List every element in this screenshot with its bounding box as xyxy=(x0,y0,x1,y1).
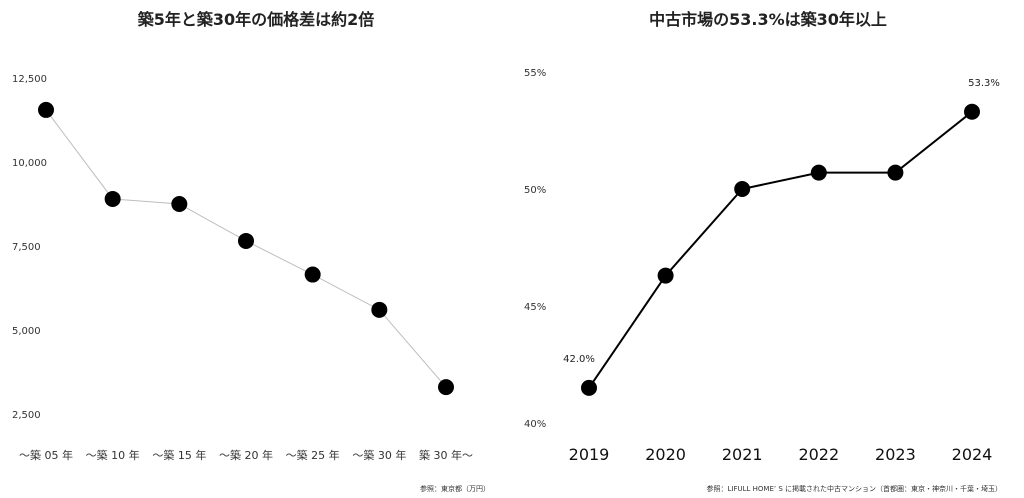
data-point xyxy=(304,266,321,283)
price-by-age-chart: 築5年と築30年の価格差は約2倍 12,500 10,000 7,500 5,000 2… xyxy=(12,10,490,493)
y-tick-label: 55% xyxy=(524,68,546,79)
y-tick-label: 45% xyxy=(524,302,546,313)
x-tick-label: 2019 xyxy=(569,445,610,464)
data-point xyxy=(104,190,121,207)
data-point xyxy=(438,379,454,396)
y-tick-label: 10,000 xyxy=(12,158,47,169)
x-tick-label: 築 30 年～ xyxy=(419,448,473,462)
y-tick-label: 5,000 xyxy=(12,326,41,337)
data-point xyxy=(810,164,827,181)
x-tick-label: 2021 xyxy=(722,445,763,464)
data-point xyxy=(371,301,388,318)
market-share-chart: 中古市場の53.3%は築30年以上 55% 50% 45% 40% 2019 2020 20… xyxy=(512,0,1024,498)
data-point xyxy=(887,164,904,181)
y-tick-label: 50% xyxy=(524,185,546,196)
source-note: 参照：東京都（万円） xyxy=(420,485,490,493)
y-tick-label: 40% xyxy=(524,419,546,430)
x-tick-label: ～築 25 年 xyxy=(286,448,340,462)
x-tick-label: 2022 xyxy=(798,445,839,464)
data-point xyxy=(581,379,597,396)
chart-title: 築5年と築30年の価格差は約2倍 xyxy=(137,10,375,29)
y-tick-label: 2,500 xyxy=(12,410,41,421)
x-tick-label: ～築 15 年 xyxy=(152,448,206,462)
x-tick-label: 2023 xyxy=(875,445,916,464)
data-point xyxy=(38,101,54,118)
data-point xyxy=(238,232,254,249)
data-point xyxy=(657,267,674,284)
y-tick-label: 12,500 xyxy=(12,74,47,85)
data-point xyxy=(734,181,751,197)
x-tick-label: ～築 05 年 xyxy=(19,448,73,462)
data-point xyxy=(171,196,188,212)
x-tick-label: ～築 30 年 xyxy=(352,448,406,462)
chart-title: 中古市場の53.3%は築30年以上 xyxy=(649,10,887,29)
data-label: 53.3% xyxy=(968,78,1000,89)
data-point xyxy=(964,103,980,120)
x-tick-label: 2020 xyxy=(645,445,686,464)
x-tick-label: 2024 xyxy=(952,445,993,464)
source-note: 参照：LIFULL HOME’ S に掲載された中古マンション（首都圏：東京・神… xyxy=(706,485,1003,493)
data-label: 42.0% xyxy=(563,354,595,365)
x-tick-label: ～築 20 年 xyxy=(219,448,273,462)
x-tick-label: ～築 10 年 xyxy=(86,448,140,462)
price-by-age-plot: 12,500 10,000 7,500 5,000 2,500 ～築 05 年 ～築 10 … xyxy=(12,74,473,462)
series-line xyxy=(588,110,973,389)
y-tick-label: 7,500 xyxy=(12,242,41,253)
market-share-plot: 55% 50% 45% 40% 2019 2020 2021 2022 2023 2024 42.0… xyxy=(524,68,1000,464)
